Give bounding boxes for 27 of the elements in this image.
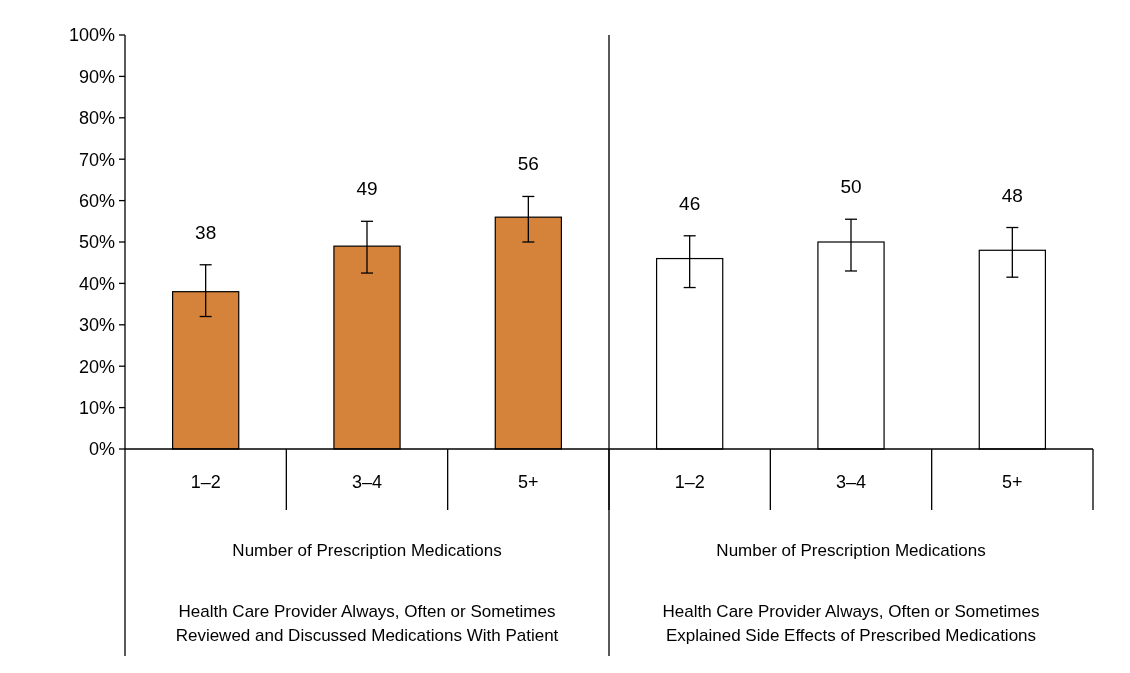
y-tick-label: 0% [88,439,115,460]
data-label: 38 [195,221,217,243]
y-tick-label: 60% [78,190,115,211]
x-tick-label: 3–4 [835,472,867,492]
y-tick-label: 80% [78,108,115,129]
x-tick-label: 5+ [518,472,539,492]
y-tick-label: 10% [78,397,115,418]
x-tick-label: 3–4 [351,472,383,492]
y-tick-label: 100% [68,25,115,46]
data-label: 49 [356,178,378,200]
data-label: 50 [840,176,862,198]
text: Health Care Provider Always, Often or Sometimes Explained Side Effects of Prescribed Medications [662,602,1040,645]
data-label: 46 [679,192,701,214]
x-tick-label: 1–2 [190,472,221,492]
y-tick-label: 50% [78,232,115,253]
x-tick-label: 1–2 [674,472,705,492]
y-tick-label: 40% [78,273,115,294]
data-label: 48 [1001,184,1023,206]
y-tick-label: 70% [78,149,115,170]
text: Number of Prescription Medications [232,541,502,560]
y-tick-label: 20% [78,356,115,377]
x-tick-label: 5+ [1002,472,1023,492]
text: Health Care Provider Always, Often or Sometimes Reviewed and Discussed Medications With Patient [175,602,559,645]
data-label: 56 [517,153,539,175]
y-tick-label: 30% [78,315,115,336]
text: Number of Prescription Medications [716,541,986,560]
y-tick-label: 90% [78,66,115,87]
